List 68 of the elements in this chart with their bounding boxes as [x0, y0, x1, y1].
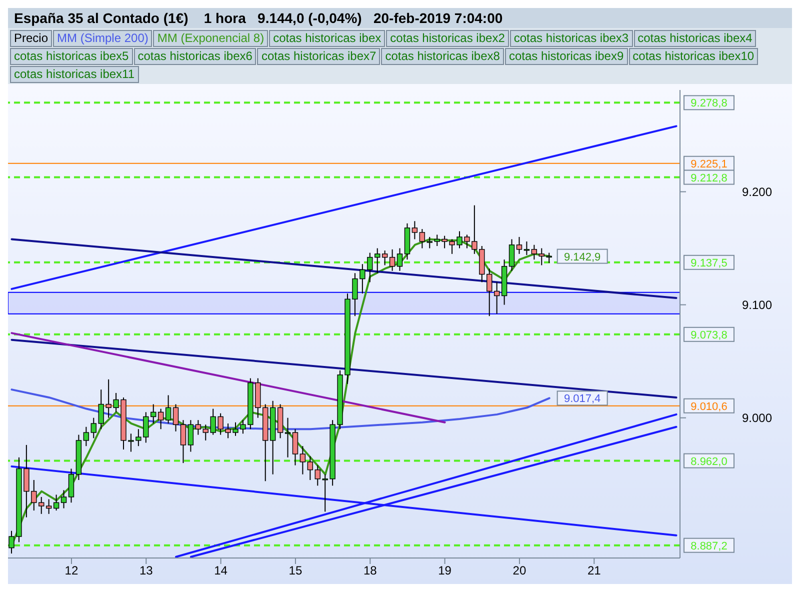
candlestick	[165, 394, 172, 424]
text: MM (Exponencial 8)	[153, 30, 268, 47]
candlestick	[300, 446, 306, 475]
candlestick	[46, 498, 52, 514]
data-label: 9.017,4	[564, 393, 601, 406]
candlestick	[188, 420, 194, 452]
candlestick	[150, 404, 156, 424]
text: cotas historicas ibex9	[504, 48, 628, 65]
candlestick	[314, 464, 320, 486]
ref-line-label: 9.073,8	[690, 329, 728, 342]
candlestick	[412, 220, 418, 240]
x-tick-label: 18	[363, 564, 378, 578]
y-tick-label: 9.200	[742, 185, 772, 199]
candlestick	[90, 417, 96, 439]
text: cotas historicas ibex6	[134, 48, 256, 65]
candlestick	[292, 428, 298, 466]
ref-line-label: 9.278,8	[690, 98, 728, 110]
ref-line-label: 8.887,2	[690, 540, 728, 552]
x-tick-label: 12	[64, 564, 78, 578]
candlestick	[494, 282, 500, 314]
candlestick	[195, 420, 202, 436]
candlestick	[426, 236, 432, 249]
text: cotas historicas ibex8	[381, 48, 504, 65]
ref-line-label: 9.010,6	[690, 400, 728, 413]
candlestick	[180, 420, 186, 464]
text: cotas historicas ibex10	[628, 48, 758, 65]
x-tick-label: 20	[512, 564, 526, 578]
text: cotas historicas ibex4	[634, 30, 756, 47]
ref-line-label: 9.212,8	[690, 172, 728, 184]
candlestick	[172, 404, 179, 432]
ref-line-label: 8.962,0	[690, 456, 728, 468]
text: cotas historicas ibex5	[10, 48, 133, 65]
x-tick-label: 21	[587, 564, 602, 578]
candlestick	[396, 248, 403, 272]
candlestick	[508, 238, 515, 272]
x-tick-label: 14	[214, 564, 228, 578]
text: cotas historicas ibex	[269, 30, 386, 47]
data-label: 9.142,9	[564, 251, 601, 264]
chart-title: España 35 al Contado (1€)	[14, 10, 188, 26]
text: MM (Simple 200)	[53, 30, 152, 47]
candlestick	[374, 248, 380, 274]
candlestick	[60, 490, 67, 509]
candlestick	[53, 494, 60, 512]
chart-subtitle: 1 hora 9.144,0 (-0,04%) 20-feb-2019 7:04:00	[204, 10, 503, 26]
ref-line-label: 9.137,5	[690, 257, 728, 270]
candlestick	[68, 468, 74, 504]
y-tick-label: 9.000	[742, 411, 772, 426]
candlestick	[307, 456, 314, 480]
text: Precio	[10, 30, 52, 47]
candlestick	[158, 408, 164, 430]
candlestick	[516, 236, 522, 254]
x-tick-label: 19	[438, 564, 452, 578]
candlestick	[202, 424, 208, 441]
text: cotas historicas ibex3	[510, 30, 633, 47]
candlestick	[531, 244, 538, 260]
ref-line-label: 9.225,1	[690, 158, 728, 170]
candlestick	[419, 228, 426, 249]
text: cotas historicas ibex7	[257, 48, 380, 65]
text: cotas historicas ibex11	[10, 66, 139, 83]
x-tick-label: 15	[288, 564, 302, 578]
candlestick	[389, 248, 396, 272]
y-tick-label: 9.100	[742, 298, 772, 312]
candlestick	[83, 426, 90, 447]
x-tick-label: 13	[139, 564, 154, 578]
candlestick	[382, 250, 388, 266]
candlestick	[486, 268, 492, 317]
text: cotas historicas ibex2	[386, 30, 509, 47]
candlestick	[284, 417, 291, 458]
